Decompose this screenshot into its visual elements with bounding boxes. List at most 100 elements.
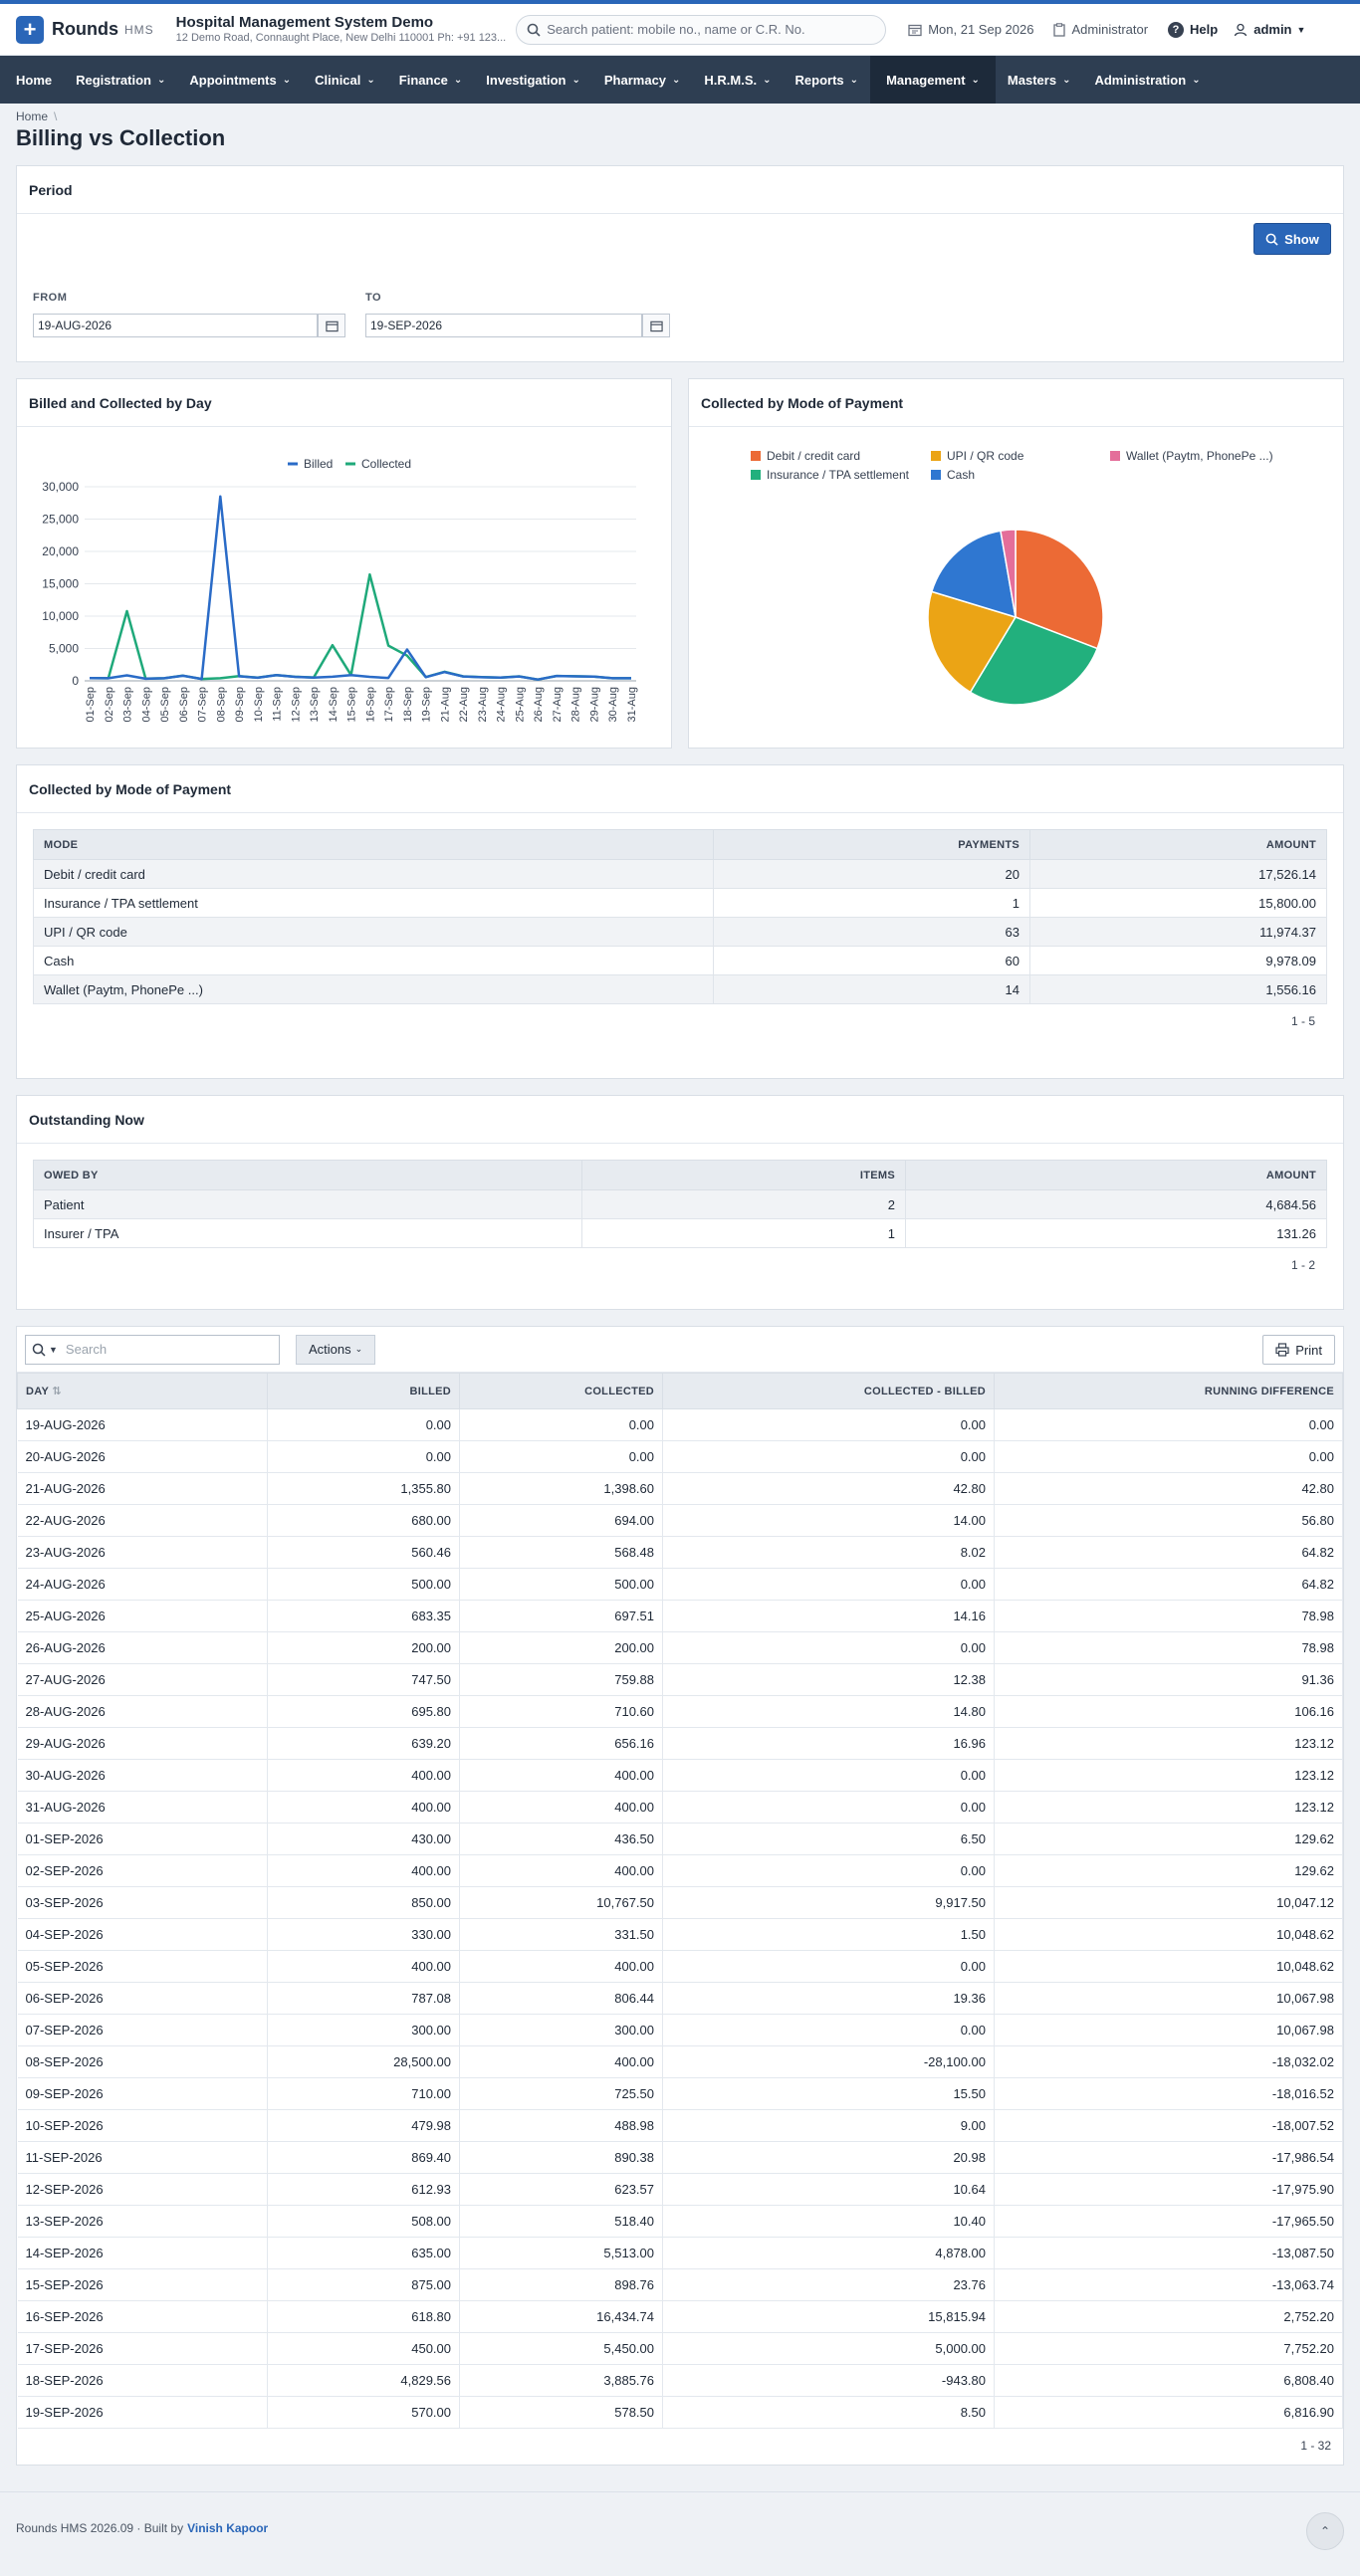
- grid-search-input[interactable]: ▼ Search: [25, 1334, 280, 1365]
- app-logo-icon[interactable]: +: [16, 15, 44, 44]
- col-payments[interactable]: PAYMENTS: [713, 829, 1030, 860]
- col-collected-minus-billed[interactable]: COLLECTED - BILLED: [662, 1373, 995, 1409]
- cell-billed: 0.00: [267, 1440, 460, 1473]
- x-tick-label: 31-Aug: [626, 687, 638, 722]
- help-link[interactable]: ? Help: [1168, 21, 1218, 38]
- table-row[interactable]: Patient 2 4,684.56: [33, 1189, 1327, 1219]
- nav-pharmacy[interactable]: Pharmacy ⌄: [592, 56, 693, 104]
- col-collected[interactable]: COLLECTED: [459, 1373, 663, 1409]
- nav-clinical[interactable]: Clinical ⌄: [303, 56, 387, 104]
- table-row[interactable]: 17-SEP-2026 450.00 5,450.00 5,000.00 7,752.2…: [17, 2332, 1343, 2365]
- table-row[interactable]: Cash 60 9,978.09: [33, 946, 1327, 975]
- table-row[interactable]: 26-AUG-2026 200.00 200.00 0.00 78.98: [17, 1631, 1343, 1664]
- nav-masters[interactable]: Masters ⌄: [996, 56, 1083, 104]
- breadcrumb-home[interactable]: Home: [16, 109, 49, 123]
- table-row[interactable]: Wallet (Paytm, PhonePe ...) 14 1,556.16: [33, 974, 1327, 1004]
- chevron-down-icon: ⌄: [282, 74, 292, 86]
- print-button[interactable]: Print: [1262, 1335, 1335, 1365]
- nav-management[interactable]: Management ⌄: [870, 56, 996, 104]
- chevron-down-icon: ⌄: [571, 74, 580, 86]
- sort-icon[interactable]: ⇅: [52, 1386, 62, 1397]
- nav-administration[interactable]: Administration ⌄: [1082, 56, 1212, 104]
- header-role[interactable]: Administrator: [1053, 22, 1148, 37]
- from-date-input[interactable]: 19-AUG-2026: [33, 314, 318, 337]
- table-row[interactable]: 19-SEP-2026 570.00 578.50 8.50 6,816.90: [17, 2396, 1343, 2429]
- table-row[interactable]: 13-SEP-2026 508.00 518.40 10.40 -17,965.50: [17, 2205, 1343, 2238]
- table-row[interactable]: 09-SEP-2026 710.00 725.50 15.50 -18,016.52: [17, 2077, 1343, 2110]
- col-amount[interactable]: AMOUNT: [1029, 829, 1327, 860]
- col-billed[interactable]: BILLED: [267, 1373, 460, 1409]
- cell-running-difference: -17,965.50: [994, 2205, 1343, 2238]
- nav-reports[interactable]: Reports ⌄: [784, 56, 871, 104]
- footer-author-link[interactable]: Vinish Kapoor: [187, 2520, 269, 2535]
- table-row[interactable]: 08-SEP-2026 28,500.00 400.00 -28,100.00 -18,…: [17, 2045, 1343, 2078]
- table-row[interactable]: 16-SEP-2026 618.80 16,434.74 15,815.94 2,752…: [17, 2300, 1343, 2333]
- from-calendar-button[interactable]: [318, 314, 345, 337]
- table-row[interactable]: 18-SEP-2026 4,829.56 3,885.76 -943.80 6,808.…: [17, 2364, 1343, 2397]
- table-row[interactable]: Insurer / TPA 1 131.26: [33, 1218, 1327, 1248]
- table-row[interactable]: 14-SEP-2026 635.00 5,513.00 4,878.00 -13,087…: [17, 2237, 1343, 2269]
- legend-swatch: [751, 470, 761, 480]
- col-amount[interactable]: AMOUNT: [905, 1160, 1327, 1190]
- scroll-to-top-button[interactable]: ⌃: [1306, 2512, 1344, 2550]
- cell-running-difference: 2,752.20: [994, 2300, 1343, 2333]
- table-row[interactable]: 03-SEP-2026 850.00 10,767.50 9,917.50 10,047…: [17, 1886, 1343, 1919]
- cell-payments: 14: [713, 974, 1030, 1004]
- table-row[interactable]: 07-SEP-2026 300.00 300.00 0.00 10,067.98: [17, 2014, 1343, 2046]
- table-row[interactable]: 12-SEP-2026 612.93 623.57 10.64 -17,975.90: [17, 2173, 1343, 2206]
- nav-hrms[interactable]: H.R.M.S. ⌄: [692, 56, 783, 104]
- cell-collected: 710.60: [459, 1695, 663, 1728]
- table-row[interactable]: 15-SEP-2026 875.00 898.76 23.76 -13,063.74: [17, 2268, 1343, 2301]
- to-date-input[interactable]: 19-SEP-2026: [365, 314, 642, 337]
- nav-registration[interactable]: Registration ⌄: [64, 56, 177, 104]
- table-row[interactable]: UPI / QR code 63 11,974.37: [33, 917, 1327, 947]
- cell-collected: 300.00: [459, 2014, 663, 2046]
- table-row[interactable]: 04-SEP-2026 330.00 331.50 1.50 10,048.62: [17, 1918, 1343, 1951]
- col-mode[interactable]: MODE: [33, 829, 714, 860]
- table-row[interactable]: Insurance / TPA settlement 1 15,800.00: [33, 888, 1327, 918]
- col-running-difference[interactable]: RUNNING DIFFERENCE: [994, 1373, 1343, 1409]
- cell-running-difference: 10,048.62: [994, 1918, 1343, 1951]
- chevron-down-icon[interactable]: ▼: [49, 1344, 58, 1355]
- table-row[interactable]: 06-SEP-2026 787.08 806.44 19.36 10,067.98: [17, 1982, 1343, 2015]
- app-name[interactable]: Rounds: [52, 19, 118, 39]
- table-row[interactable]: 11-SEP-2026 869.40 890.38 20.98 -17,986.54: [17, 2141, 1343, 2174]
- cell-difference: 16.96: [662, 1727, 995, 1760]
- x-tick-label: 12-Sep: [290, 687, 302, 722]
- user-menu[interactable]: admin ▼: [1234, 22, 1305, 37]
- nav-home[interactable]: Home: [4, 56, 64, 104]
- table-row[interactable]: 30-AUG-2026 400.00 400.00 0.00 123.12: [17, 1759, 1343, 1792]
- table-row[interactable]: 20-AUG-2026 0.00 0.00 0.00 0.00: [17, 1440, 1343, 1473]
- table-row[interactable]: 05-SEP-2026 400.00 400.00 0.00 10,048.62: [17, 1950, 1343, 1983]
- table-row[interactable]: 19-AUG-2026 0.00 0.00 0.00 0.00: [17, 1408, 1343, 1441]
- table-row[interactable]: 22-AUG-2026 680.00 694.00 14.00 56.80: [17, 1504, 1343, 1537]
- cell-difference: 14.00: [662, 1504, 995, 1537]
- col-day[interactable]: DAY ⇅: [17, 1373, 268, 1409]
- actions-button[interactable]: Actions ⌄: [296, 1334, 376, 1365]
- show-button[interactable]: Show: [1253, 223, 1331, 255]
- col-owed-by[interactable]: OWED BY: [33, 1160, 582, 1190]
- nav-finance[interactable]: Finance ⌄: [387, 56, 475, 104]
- daily-grid: DAY ⇅ BILLED COLLECTED COLLECTED - BILLE…: [17, 1373, 1343, 2429]
- cell-running-difference: -18,032.02: [994, 2045, 1343, 2078]
- table-row[interactable]: 27-AUG-2026 747.50 759.88 12.38 91.36: [17, 1663, 1343, 1696]
- cell-running-difference: 78.98: [994, 1631, 1343, 1664]
- table-row[interactable]: 28-AUG-2026 695.80 710.60 14.80 106.16: [17, 1695, 1343, 1728]
- table-row[interactable]: 10-SEP-2026 479.98 488.98 9.00 -18,007.52: [17, 2109, 1343, 2142]
- nav-appointments[interactable]: Appointments ⌄: [177, 56, 303, 104]
- table-row[interactable]: Debit / credit card 20 17,526.14: [33, 859, 1327, 889]
- col-items[interactable]: ITEMS: [581, 1160, 906, 1190]
- patient-search-input[interactable]: Search patient: mobile no., name or C.R.…: [516, 14, 887, 45]
- table-row[interactable]: 31-AUG-2026 400.00 400.00 0.00 123.12: [17, 1791, 1343, 1824]
- table-row[interactable]: 21-AUG-2026 1,355.80 1,398.60 42.80 42.80: [17, 1472, 1343, 1505]
- table-row[interactable]: 29-AUG-2026 639.20 656.16 16.96 123.12: [17, 1727, 1343, 1760]
- to-calendar-button[interactable]: [642, 314, 670, 337]
- table-row[interactable]: 01-SEP-2026 430.00 436.50 6.50 129.62: [17, 1823, 1343, 1855]
- table-row[interactable]: 25-AUG-2026 683.35 697.51 14.16 78.98: [17, 1600, 1343, 1632]
- nav-investigation[interactable]: Investigation ⌄: [474, 56, 592, 104]
- series-line-collected: [89, 572, 631, 681]
- table-row[interactable]: 23-AUG-2026 560.46 568.48 8.02 64.82: [17, 1536, 1343, 1569]
- table-row[interactable]: 02-SEP-2026 400.00 400.00 0.00 129.62: [17, 1854, 1343, 1887]
- table-row[interactable]: 24-AUG-2026 500.00 500.00 0.00 64.82: [17, 1568, 1343, 1601]
- cell-difference: 0.00: [662, 1631, 995, 1664]
